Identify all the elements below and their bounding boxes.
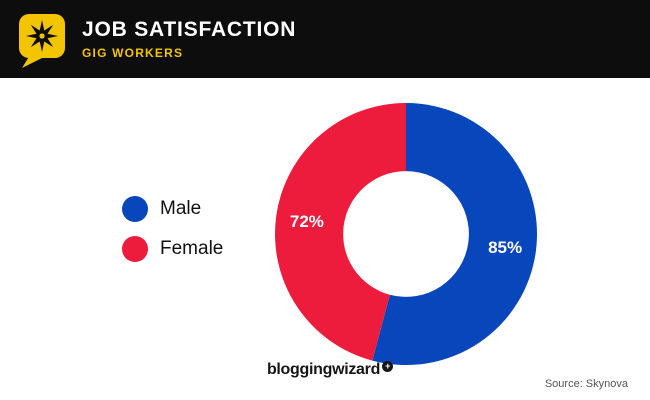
page-title: JOB SATISFACTION [82,18,297,41]
legend: Male Female [122,196,223,276]
legend-item-female: Female [122,236,223,262]
legend-label-male: Male [160,198,202,219]
legend-swatch-male [122,196,148,222]
donut-chart: 85% 72% [275,103,538,365]
header-bar: JOB SATISFACTION GIG WORKERS [0,0,650,78]
source-text: Source: Skynova [544,378,628,390]
legend-label-female: Female [160,238,224,259]
plus-icon: + [382,361,394,372]
brand-wordmark: bloggingwizard + [230,361,430,379]
brand-wordmark-text: bloggingwizard [266,361,381,378]
slice-value-label-female: 72% [290,212,324,231]
header-text: JOB SATISFACTION GIG WORKERS [82,18,296,60]
slice-value-label-male: 85% [488,238,522,257]
brand-logo-icon [18,13,68,69]
donut-slice-female [275,103,406,361]
page-subtitle: GIG WORKERS [82,46,184,60]
legend-item-male: Male [122,196,223,222]
chart-area: Male Female 85% 72% bloggingwizard + Sourc… [0,78,650,400]
speech-bubble-star-icon [19,14,65,68]
donut-slice-male [372,103,538,365]
legend-swatch-female [122,236,148,262]
